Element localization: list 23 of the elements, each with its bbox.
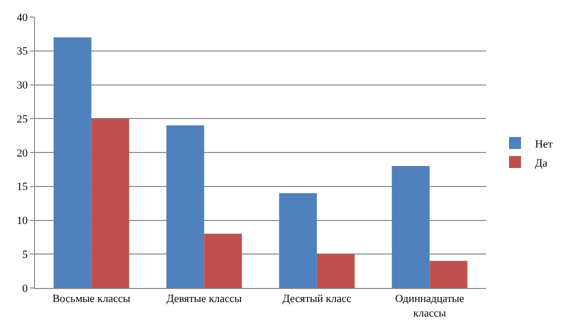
y-tick-label: 15 (16, 181, 28, 194)
bar (91, 118, 130, 288)
x-tick-label: Одиннадцатые классы (395, 293, 464, 320)
legend-label: Да (535, 157, 548, 170)
y-tick-label: 35 (16, 46, 28, 58)
x-tick-label: Восьмые классы (52, 293, 131, 306)
bar (166, 125, 204, 288)
y-tick-label: 10 (16, 215, 28, 228)
y-tick-label: 20 (16, 147, 28, 160)
bar (430, 260, 468, 288)
bar (392, 166, 430, 288)
bar (54, 37, 92, 288)
y-tick-label: 25 (16, 113, 28, 126)
y-tick-label: 30 (16, 80, 28, 92)
y-tick-label: 40 (16, 12, 28, 24)
x-tick-label: Девятые классы (166, 293, 242, 306)
y-tick-label: 5 (22, 248, 28, 261)
bar (204, 234, 242, 288)
legend-label: Нет (535, 138, 553, 150)
bar (279, 193, 317, 288)
x-tick-label: Десятый класс (282, 293, 352, 306)
bar (316, 254, 355, 288)
y-tick-label: 0 (22, 282, 28, 295)
